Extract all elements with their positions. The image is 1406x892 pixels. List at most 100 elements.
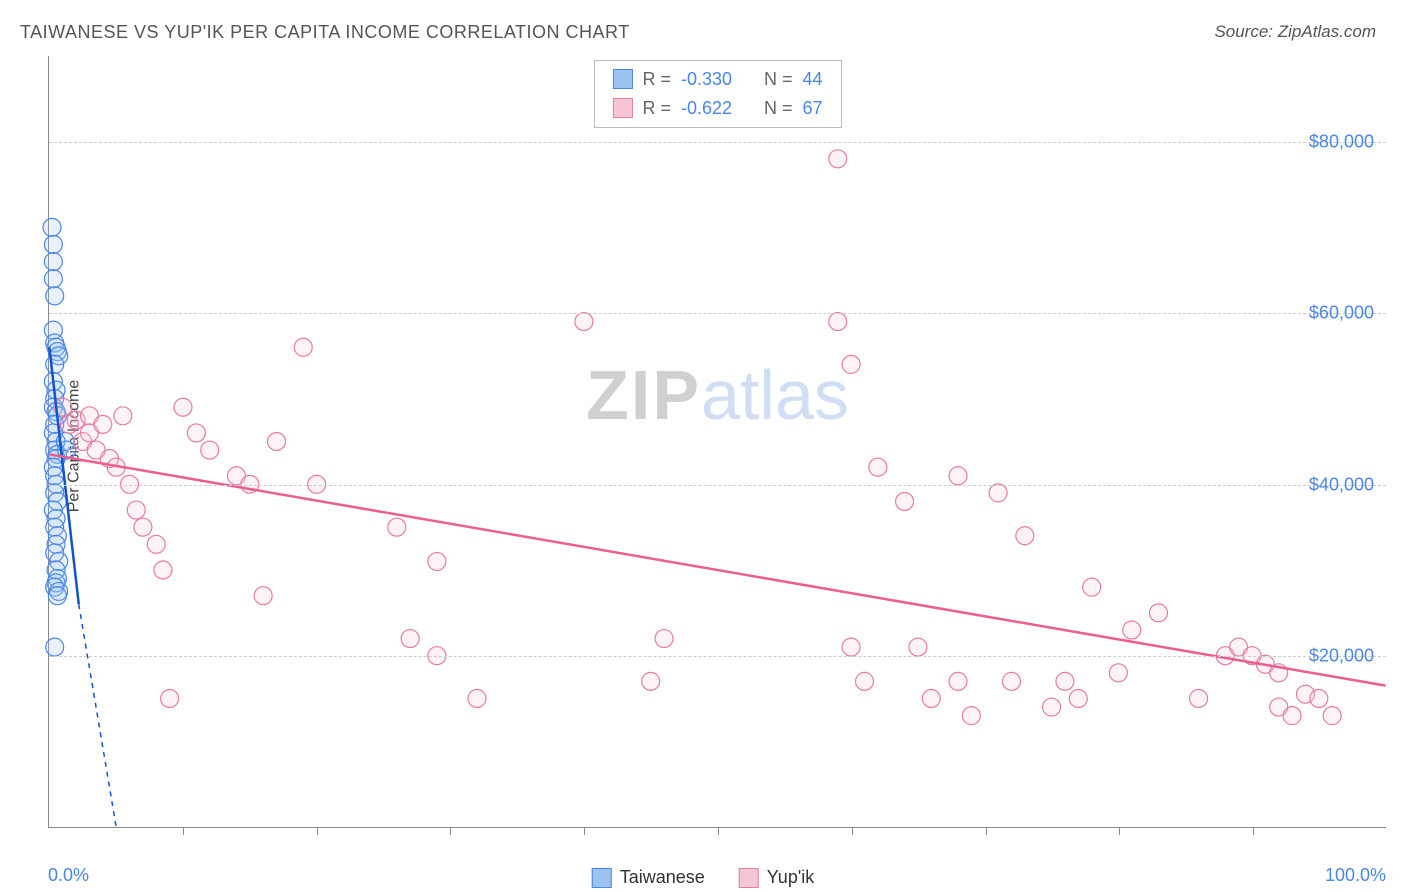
data-point: [428, 552, 446, 570]
data-point: [829, 313, 847, 331]
x-tick: [450, 827, 451, 835]
data-point: [401, 630, 419, 648]
data-point: [161, 690, 179, 708]
legend-item: Taiwanese: [592, 867, 705, 888]
data-point: [1043, 698, 1061, 716]
data-point: [44, 253, 62, 271]
legend-r-label: R =: [642, 94, 671, 123]
data-point: [46, 638, 64, 656]
legend-swatch: [592, 868, 612, 888]
data-point: [896, 492, 914, 510]
data-point: [48, 587, 66, 605]
data-point: [46, 287, 64, 305]
plot-area: ZIPatlas R =-0.330N =44R =-0.622N =67 $2…: [48, 56, 1386, 828]
legend-n-value: 67: [803, 94, 823, 123]
legend-label: Taiwanese: [620, 867, 705, 888]
data-point: [201, 441, 219, 459]
x-tick: [1253, 827, 1254, 835]
data-point: [468, 690, 486, 708]
data-point: [268, 433, 286, 451]
data-point: [1002, 672, 1020, 690]
series-legend: Taiwanese Yup'ik: [592, 867, 815, 888]
data-point: [642, 672, 660, 690]
y-tick-label: $40,000: [1309, 474, 1374, 495]
data-point: [254, 587, 272, 605]
legend-swatch: [612, 98, 632, 118]
data-point: [1149, 604, 1167, 622]
data-point: [388, 518, 406, 536]
data-point: [962, 707, 980, 725]
data-point: [43, 218, 61, 236]
data-point: [154, 561, 172, 579]
data-point: [94, 415, 112, 433]
x-tick: [317, 827, 318, 835]
data-point: [46, 355, 64, 373]
legend-label: Yup'ik: [767, 867, 814, 888]
source-attribution: Source: ZipAtlas.com: [1214, 22, 1376, 42]
chart-svg: [49, 56, 1386, 827]
data-point: [44, 235, 62, 253]
chart-container: TAIWANESE VS YUP'IK PER CAPITA INCOME CO…: [0, 0, 1406, 892]
chart-title: TAIWANESE VS YUP'IK PER CAPITA INCOME CO…: [20, 22, 630, 43]
data-point: [575, 313, 593, 331]
data-point: [44, 270, 62, 288]
gridline: [49, 142, 1386, 143]
data-point: [1310, 690, 1328, 708]
data-point: [909, 638, 927, 656]
y-tick-label: $20,000: [1309, 646, 1374, 667]
data-point: [1056, 672, 1074, 690]
gridline: [49, 485, 1386, 486]
data-point: [989, 484, 1007, 502]
x-tick: [584, 827, 585, 835]
x-axis-label-left: 0.0%: [48, 865, 89, 886]
data-point: [949, 467, 967, 485]
legend-r-label: R =: [642, 65, 671, 94]
correlation-legend: R = -0.330 N = 44 R = -0.622 N = 67: [593, 60, 841, 128]
x-tick: [183, 827, 184, 835]
legend-n-value: 44: [803, 65, 823, 94]
legend-swatch: [739, 868, 759, 888]
legend-swatch: [612, 69, 632, 89]
trend-line-extrapolated: [79, 604, 116, 827]
data-point: [1323, 707, 1341, 725]
data-point: [147, 535, 165, 553]
data-point: [1083, 578, 1101, 596]
data-point: [1016, 527, 1034, 545]
x-tick: [1119, 827, 1120, 835]
legend-item: Yup'ik: [739, 867, 814, 888]
data-point: [1069, 690, 1087, 708]
data-point: [134, 518, 152, 536]
legend-n-label: N =: [764, 94, 793, 123]
legend-r-value: -0.330: [681, 65, 732, 94]
data-point: [1283, 707, 1301, 725]
data-point: [1123, 621, 1141, 639]
y-tick-label: $80,000: [1309, 131, 1374, 152]
data-point: [127, 501, 145, 519]
data-point: [842, 638, 860, 656]
trend-line: [49, 454, 1385, 685]
x-tick: [986, 827, 987, 835]
x-tick: [718, 827, 719, 835]
x-axis-label-right: 100.0%: [1325, 865, 1386, 886]
data-point: [922, 690, 940, 708]
y-tick-label: $60,000: [1309, 303, 1374, 324]
data-point: [856, 672, 874, 690]
legend-r-value: -0.622: [681, 94, 732, 123]
data-point: [1190, 690, 1208, 708]
data-point: [294, 338, 312, 356]
legend-row: R = -0.622 N = 67: [612, 94, 822, 123]
legend-n-label: N =: [764, 65, 793, 94]
data-point: [869, 458, 887, 476]
data-point: [1109, 664, 1127, 682]
data-point: [829, 150, 847, 168]
data-point: [842, 355, 860, 373]
data-point: [187, 424, 205, 442]
gridline: [49, 656, 1386, 657]
data-point: [655, 630, 673, 648]
data-point: [949, 672, 967, 690]
gridline: [49, 313, 1386, 314]
legend-row: R = -0.330 N = 44: [612, 65, 822, 94]
data-point: [174, 398, 192, 416]
data-point: [114, 407, 132, 425]
x-tick: [852, 827, 853, 835]
